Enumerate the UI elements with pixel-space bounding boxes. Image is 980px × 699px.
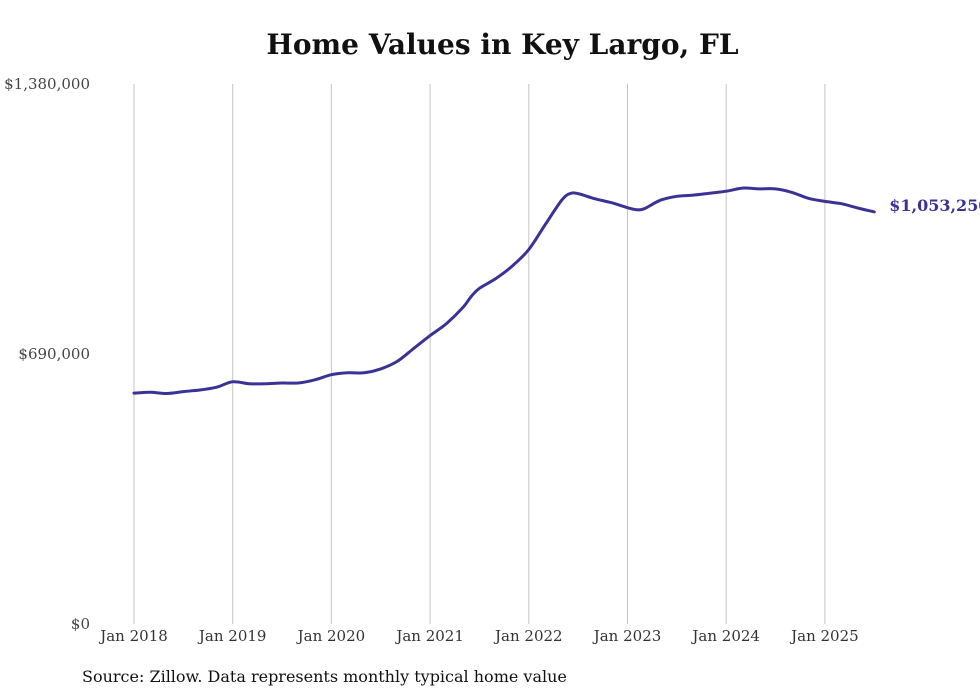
- series-line: [132, 186, 876, 396]
- x-tick-label: Jan 2020: [296, 627, 366, 645]
- y-tick-label: $690,000: [18, 345, 90, 363]
- end-label-layer: $1,053,250: [889, 196, 980, 215]
- end-value-label: $1,053,250: [889, 196, 980, 215]
- x-tick-label: Jan 2023: [592, 627, 662, 645]
- x-tick-label: Jan 2024: [690, 627, 760, 645]
- y-axis: $0 $690,000 $1,380,000: [4, 75, 90, 633]
- x-tick-label: Jan 2025: [789, 627, 859, 645]
- source-note: Source: Zillow. Data represents monthly …: [82, 667, 567, 686]
- x-tick-label: Jan 2018: [98, 627, 168, 645]
- x-tick-label: Jan 2022: [493, 627, 563, 645]
- chart-title: Home Values in Key Largo, FL: [266, 28, 739, 61]
- x-axis: Jan 2018 Jan 2019 Jan 2020 Jan 2021 Jan 2022…: [98, 627, 858, 645]
- gridlines: [133, 84, 826, 624]
- y-tick-label: $0: [71, 615, 90, 633]
- x-tick-label: Jan 2019: [197, 627, 267, 645]
- y-tick-label: $1,380,000: [4, 75, 90, 93]
- x-tick-label: Jan 2021: [394, 627, 464, 645]
- series-layer: [132, 186, 876, 396]
